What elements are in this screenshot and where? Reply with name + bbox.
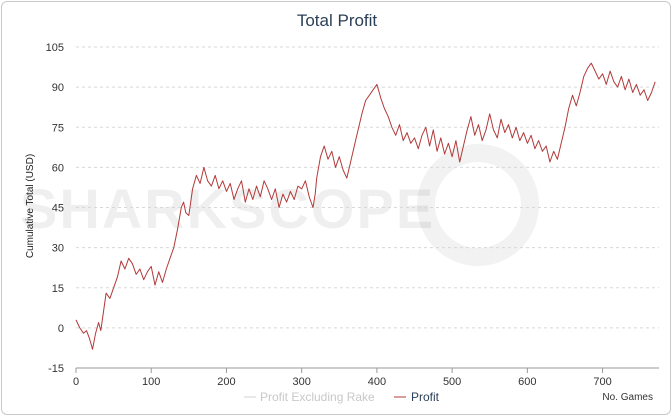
watermark-text: SHARKSCOPE (20, 177, 435, 240)
x-tick-labels: 0 100 200 300 400 500 600 700 (73, 376, 612, 388)
legend-item-profit[interactable]: Profit (411, 390, 440, 404)
legend-item-profit-excluding-rake[interactable]: Profit Excluding Rake (260, 390, 375, 404)
x-tick-label: 400 (368, 376, 386, 388)
legend: Profit Excluding Rake Profit (244, 390, 440, 404)
x-tick-label: 100 (142, 376, 160, 388)
series-line-profit (75, 62, 656, 350)
x-tick-label: 300 (292, 376, 310, 388)
x-axis-note: No. Games (602, 392, 653, 403)
y-tick-label: 60 (52, 162, 64, 174)
y-axis-label: Cumulative Total (USD) (25, 154, 36, 258)
y-tick-label: 105 (46, 42, 64, 54)
y-tick-label: 30 (52, 243, 64, 255)
chart-title: Total Profit (297, 11, 378, 30)
watermark: SHARKSCOPE (20, 144, 539, 266)
y-tick-label: 90 (52, 82, 64, 94)
x-tick-label: 600 (518, 376, 536, 388)
y-tick-label: 15 (52, 283, 64, 295)
y-tick-label: 75 (52, 122, 64, 134)
watermark-scope-icon (417, 144, 539, 266)
y-tick-label: 0 (58, 323, 64, 335)
x-tick-label: 0 (73, 376, 79, 388)
x-tick-label: 200 (217, 376, 235, 388)
x-tick-label: 700 (593, 376, 611, 388)
y-tick-labels: -15 0 15 30 45 60 75 90 105 (46, 42, 64, 375)
x-tick-label: 500 (443, 376, 461, 388)
y-tick-label: 45 (52, 203, 64, 215)
y-tick-label: -15 (48, 363, 64, 375)
grid (75, 46, 659, 373)
series-layer (75, 62, 656, 350)
